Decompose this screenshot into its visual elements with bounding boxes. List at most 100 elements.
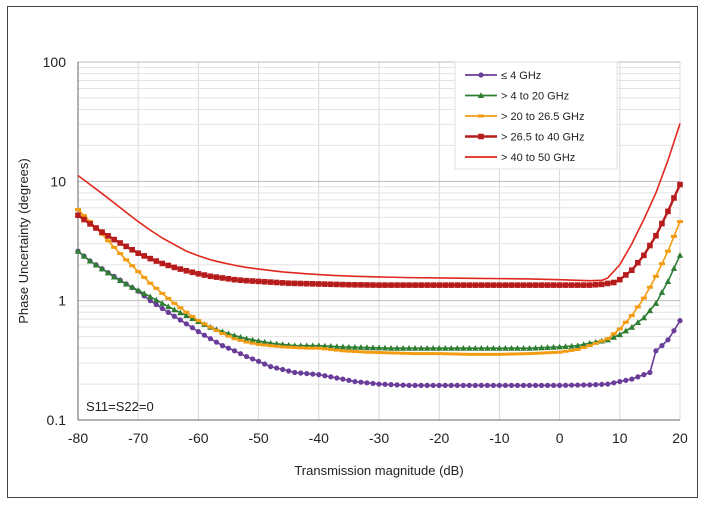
data-point [538,382,545,388]
data-point [328,374,334,380]
data-point [629,376,635,382]
data-point [478,114,484,118]
data-point [87,221,93,227]
data-point [123,243,129,250]
data-point [550,282,557,288]
data-point [448,382,454,388]
data-point [430,352,437,356]
data-point [670,265,678,271]
series-1 [75,248,683,388]
data-point [382,351,389,355]
data-point [339,343,347,350]
legend-label: > 20 to 26.5 GHz [501,111,584,123]
data-point [363,350,370,354]
data-point [309,346,316,350]
data-point [81,216,87,223]
data-point [393,344,401,351]
data-point [460,282,467,288]
x-tick-label: -20 [429,430,449,446]
data-point [478,382,484,388]
data-point [436,344,443,351]
data-point [243,340,250,344]
data-point [285,280,292,287]
data-point [92,261,100,268]
data-point [478,282,485,288]
data-point [351,343,359,350]
data-point [641,252,647,259]
data-point [322,281,328,287]
data-point [550,343,557,350]
data-point [641,372,647,378]
data-point [346,281,352,288]
data-point [574,347,581,351]
data-point [376,282,382,288]
data-point [195,270,202,277]
data-point [484,382,490,388]
data-point [502,282,509,288]
data-point [502,344,509,351]
data-point [556,350,563,354]
data-point [544,282,551,288]
data-point [249,341,256,345]
x-tick-label: -50 [248,430,268,446]
data-point [304,370,310,377]
data-point [249,278,256,284]
chart-annotation: S11=S22=0 [86,399,154,414]
y-tick-label: 0.1 [47,412,67,428]
data-point [315,346,322,350]
data-point [508,344,515,351]
legend-item: > 26.5 to 40 GHz [465,132,584,144]
data-point [677,220,683,224]
data-point [80,252,88,259]
data-point [496,344,503,351]
data-point [556,343,563,350]
data-point [340,281,346,288]
data-point [321,342,329,349]
data-point [550,350,557,354]
data-point [159,300,166,306]
data-point [105,233,111,239]
data-point [292,369,298,376]
data-point [110,273,118,280]
data-point [316,372,322,378]
data-point [98,265,106,272]
data-point [442,344,449,351]
data-point [141,253,148,259]
data-point [316,281,322,287]
data-point [105,239,112,243]
data-point [327,347,334,351]
data-point [207,336,214,342]
x-tick-label: -70 [128,430,148,446]
data-point [544,344,551,350]
data-point [183,310,190,314]
data-point [622,327,630,334]
data-point [351,350,358,354]
data-point [358,379,364,385]
data-point [562,282,569,288]
data-point [165,309,171,315]
data-point [243,353,250,360]
legend-label: ≤ 4 GHz [501,70,541,82]
data-point [520,382,527,388]
data-point [658,289,666,295]
data-point [394,382,400,388]
series-3 [75,208,683,356]
data-point [279,280,286,286]
data-point [671,328,677,334]
data-point [544,382,551,388]
data-point [508,352,515,356]
data-point [364,282,370,288]
data-point [303,346,310,350]
data-point [677,181,683,188]
data-point [538,282,545,288]
data-point [321,347,328,351]
data-point [189,269,196,276]
x-tick-label: -10 [489,430,509,446]
data-point [399,344,407,351]
data-point [177,266,184,272]
data-point [405,344,413,351]
x-tick-label: -30 [369,430,389,446]
x-tick-label: -60 [188,430,208,446]
data-point [388,351,395,355]
data-point [147,281,154,285]
